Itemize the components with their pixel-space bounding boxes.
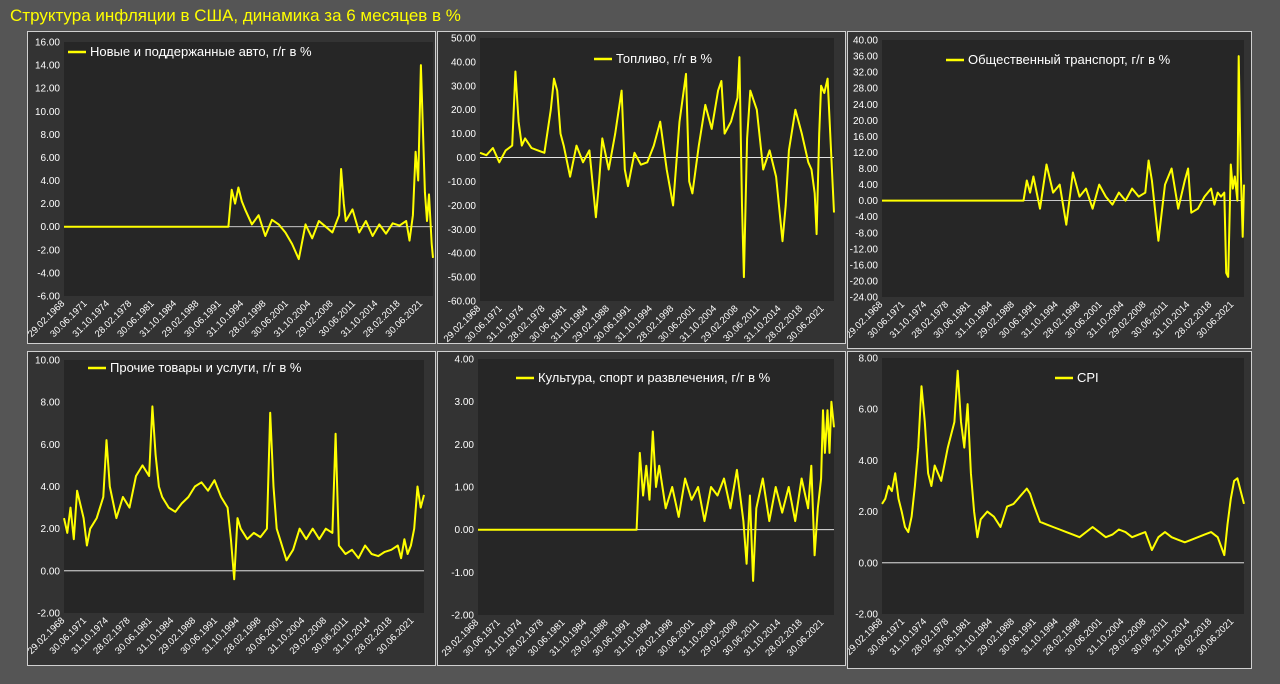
chart-svg: -2.000.002.004.006.008.0029.02.196830.06…	[848, 354, 1245, 658]
y-tick-label: -12.00	[850, 244, 879, 255]
y-tick-label: 6.00	[859, 405, 879, 416]
page-title: Структура инфляции в США, динамика за 6 …	[10, 6, 461, 25]
chart-svg: -6.00 -4.00 -2.00 0.00 2.00 4.00 6.00 8.00 10.00…	[28, 38, 434, 340]
y-tick-label: -24.00	[850, 293, 879, 304]
y-tick-label: 2.00	[859, 507, 879, 518]
y-tick-label: 36.00	[853, 52, 878, 63]
chart-svg: -2.00-1.000.001.002.003.004.0029.02.1968…	[440, 355, 835, 659]
y-tick-label: 2.00	[455, 440, 475, 451]
y-tick-label: 0.00	[859, 558, 879, 569]
y-tick-label: -2.00	[37, 609, 60, 620]
y-tick-label: 0.00	[455, 525, 475, 536]
series-line	[478, 400, 835, 582]
chart-svg: -60.00 -50.00 -40.00 -30.00 -20.00 -10.00 0.00…	[442, 34, 835, 343]
chart-svg: -24.00 -20.00 -16.00 -12.00 -8.00 -4.00 0.00 4.…	[848, 36, 1245, 341]
y-tick-label: 3.00	[455, 397, 475, 408]
chart-svg: -2.000.002.004.006.008.0010.0029.02.1968…	[28, 356, 425, 657]
y-tick-label: 6.00	[41, 153, 61, 164]
plot-area	[882, 40, 1244, 297]
y-tick-label: 0.00	[859, 196, 879, 207]
legend-label: Культура, спорт и развлечения, г/г в %	[538, 370, 771, 385]
y-tick-label: 16.00	[853, 132, 878, 143]
plot-area	[64, 42, 433, 296]
y-tick-label: 4.00	[41, 482, 61, 493]
y-tick-label: -2.00	[37, 245, 60, 256]
y-tick-label: -4.00	[855, 212, 878, 223]
y-tick-label: 28.00	[853, 84, 878, 95]
y-tick-label: -8.00	[855, 228, 878, 239]
chart-panel-cpi: -2.00 0.00 2.00 4.00 6.00 8.00 29.02.1968 30.06…	[847, 351, 1252, 669]
y-tick-label: 2.00	[41, 199, 61, 210]
y-tick-label: 2.00	[41, 524, 61, 535]
y-tick-label: 0.00	[41, 222, 61, 233]
y-tick-label: 24.00	[853, 100, 878, 111]
legend-label: Новые и поддержанные авто, г/г в %	[90, 44, 312, 59]
series-line	[63, 405, 425, 581]
y-tick-label: 50.00	[451, 34, 476, 45]
chart-panel-fuel: -60.00 -50.00 -40.00 -30.00 -20.00 -10.00 0.00…	[437, 31, 846, 344]
y-tick-label: 0.00	[41, 566, 61, 577]
series-line	[64, 64, 434, 261]
y-tick-label: 6.00	[41, 440, 61, 451]
plot-area	[882, 358, 1244, 614]
y-tick-label: 0.00	[457, 153, 477, 164]
y-tick-label: -30.00	[448, 225, 477, 236]
chart-panel-public-transport: -24.00 -20.00 -16.00 -12.00 -8.00 -4.00 0.00 4.…	[847, 31, 1252, 349]
y-tick-label: 8.00	[859, 354, 879, 365]
y-tick-label: -40.00	[448, 249, 477, 260]
chart-panel-recreation: -2.00 -1.00 0.00 1.00 2.00 3.00 4.00 29.02.1968…	[437, 351, 846, 666]
legend-label: Прочие товары и услуги, г/г в %	[110, 360, 302, 375]
y-tick-label: 14.00	[35, 61, 60, 72]
y-tick-label: 8.00	[859, 164, 879, 175]
y-tick-label: 4.00	[41, 176, 61, 187]
y-tick-label: 8.00	[41, 398, 61, 409]
series-line	[882, 55, 1245, 278]
y-tick-label: 20.00	[451, 105, 476, 116]
plot-area	[64, 360, 424, 613]
y-tick-label: -20.00	[850, 276, 879, 287]
y-tick-label: 40.00	[451, 57, 476, 68]
series-line	[881, 369, 1245, 557]
y-tick-label: -6.00	[37, 292, 60, 303]
y-tick-label: -50.00	[448, 273, 477, 284]
legend-label: Общественный транспорт, г/г в %	[968, 52, 1171, 67]
chart-panel-new-used-cars: -6.00 -4.00 -2.00 0.00 2.00 4.00 6.00 8.00 10.00…	[27, 31, 436, 344]
y-tick-label: 10.00	[35, 107, 60, 118]
y-tick-label: 1.00	[455, 483, 475, 494]
y-tick-label: 12.00	[853, 148, 878, 159]
y-tick-label: -2.00	[451, 611, 474, 622]
y-tick-label: -4.00	[37, 268, 60, 279]
plot-area	[480, 38, 834, 301]
y-tick-label: 8.00	[41, 130, 61, 141]
y-tick-label: 4.00	[859, 456, 879, 467]
y-tick-label: -10.00	[448, 177, 477, 188]
y-tick-label: 12.00	[35, 84, 60, 95]
y-tick-label: -16.00	[850, 260, 879, 271]
legend-label: CPI	[1077, 370, 1099, 385]
y-tick-label: -2.00	[855, 610, 878, 621]
y-tick-label: 30.00	[451, 81, 476, 92]
y-tick-label: -60.00	[448, 297, 477, 308]
y-tick-label: 40.00	[853, 36, 878, 47]
y-tick-label: -20.00	[448, 201, 477, 212]
y-tick-label: 32.00	[853, 68, 878, 79]
chart-panel-other-goods-services: -2.00 0.00 2.00 4.00 6.00 8.00 10.00 29.02.1968…	[27, 351, 436, 666]
y-tick-label: -1.00	[451, 568, 474, 579]
series-line	[479, 56, 835, 279]
y-tick-label: 16.00	[35, 38, 60, 49]
y-tick-label: 10.00	[451, 129, 476, 140]
y-tick-label: 10.00	[35, 356, 60, 367]
y-tick-label: 4.00	[859, 180, 879, 191]
y-tick-label: 20.00	[853, 116, 878, 127]
legend-label: Топливо, г/г в %	[616, 51, 712, 66]
y-tick-label: 4.00	[455, 355, 475, 366]
